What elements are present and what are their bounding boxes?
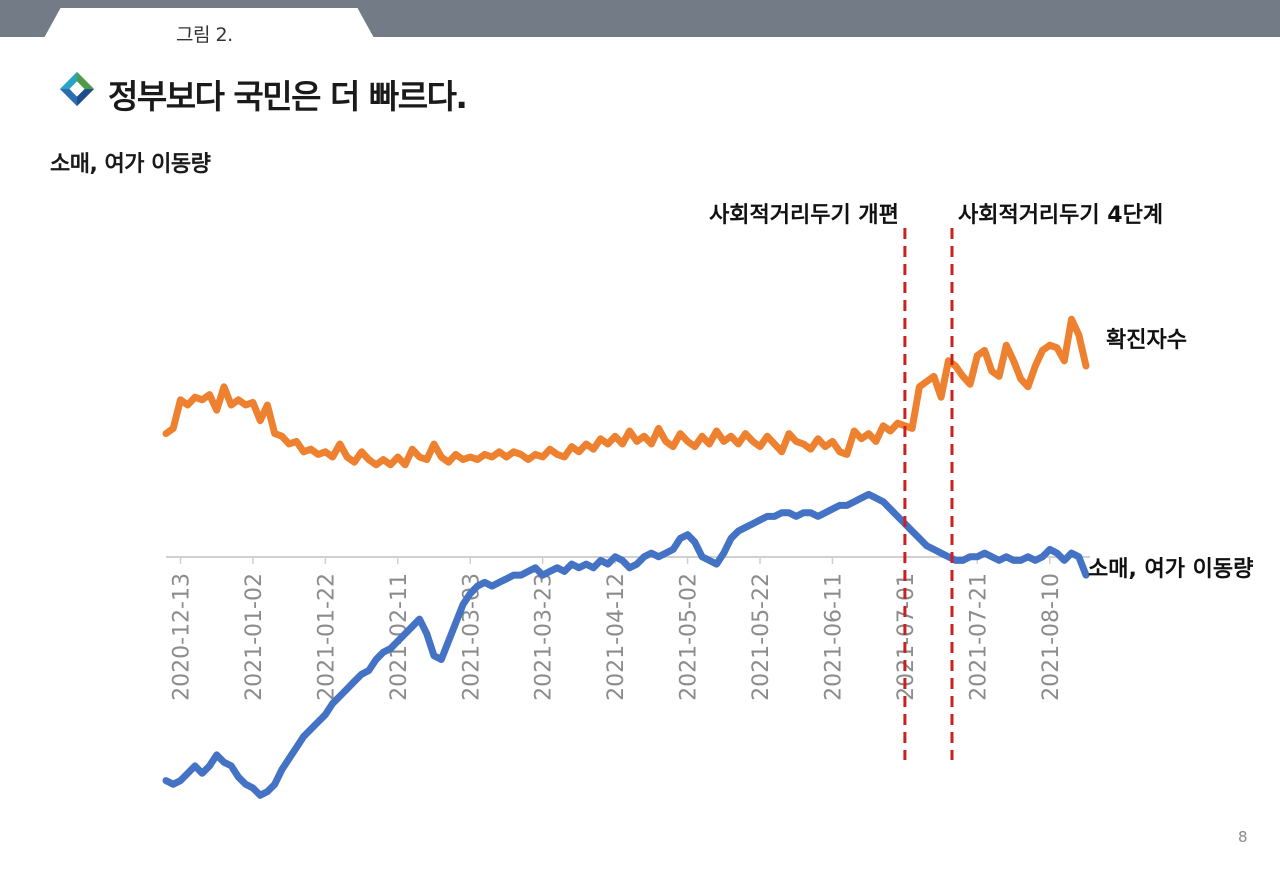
- x-tick-label: 2020-12-13: [169, 573, 194, 701]
- x-tick-label: 2021-07-21: [966, 573, 991, 701]
- series-line: [162, 315, 1090, 469]
- x-tick-label: 2021-06-11: [821, 573, 846, 701]
- x-tick-label: 2021-05-02: [677, 573, 702, 701]
- series-label: 소매, 여가 이동량: [1088, 557, 1253, 582]
- series-line: [162, 490, 1090, 799]
- logo-icon: [59, 71, 95, 107]
- x-tick-label: 2021-05-22: [749, 573, 774, 701]
- x-tick-label: 2021-03-23: [532, 573, 557, 701]
- chart-subtitle: 소매, 여가 이동량: [50, 152, 211, 177]
- page-title: 정부보다 국민은 더 빠르다.: [108, 77, 468, 116]
- x-tick-label: 2021-08-10: [1039, 573, 1064, 701]
- x-tick-label: 2021-01-22: [314, 573, 339, 701]
- tab-label: 그림 2.: [176, 24, 233, 46]
- event-label: 사회적거리두기 개편: [709, 203, 899, 228]
- slide-tab: [44, 8, 374, 38]
- x-tick-label: 2021-01-02: [242, 573, 267, 701]
- page-number: 8: [1238, 828, 1248, 846]
- series-label: 확진자수: [1106, 328, 1187, 353]
- event-label: 사회적거리두기 4단계: [958, 203, 1163, 228]
- x-tick-label: 2021-04-12: [604, 573, 629, 701]
